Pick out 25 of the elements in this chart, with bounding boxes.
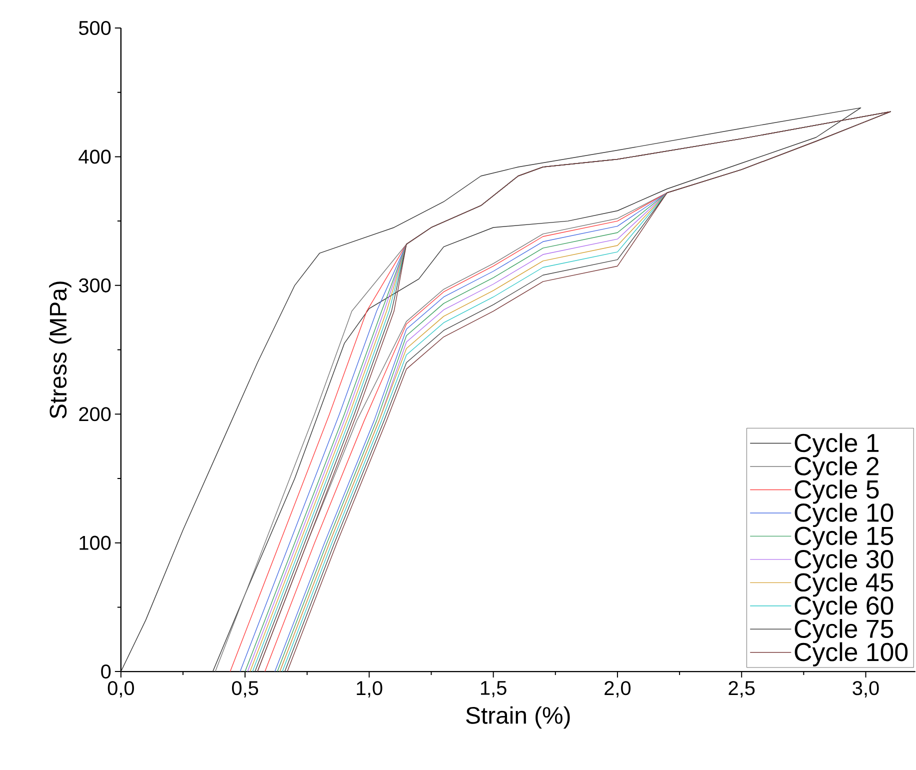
x-tick-label: 0,0 [108,680,134,698]
legend-label: Cycle 1 [794,432,879,458]
y-tick-label: 0 [101,664,111,678]
legend-label: Cycle 45 [794,572,894,596]
x-tick-label: 0,5 [232,680,258,698]
legend-label: Cycle 60 [794,596,894,620]
y-tick-label: 300 [78,278,111,292]
y-tick-label: 500 [78,20,111,35]
legend-label: Cycle 5 [794,479,879,504]
x-tick-label: 2,5 [728,680,755,698]
legend-label: Cycle 10 [794,502,894,527]
x-axis-title: Strain (%) [466,706,570,728]
x-tick-label: 3,0 [852,680,879,698]
y-tick-label: 100 [80,536,111,550]
legend-label: Cycle 75 [794,618,894,643]
y-tick-label: 400 [78,149,111,164]
x-tick-label: 1,0 [356,680,382,698]
x-tick-label: 2,0 [604,680,631,698]
legend-label: Cycle 100 [794,642,908,666]
legend-label: Cycle 30 [794,549,894,574]
x-tick-label: 1,5 [481,680,506,698]
y-axis-title: Stress (MPa) [49,281,72,418]
y-tick-label: 200 [79,406,111,421]
legend-label: Cycle 15 [794,526,894,550]
legend-label: Cycle 2 [794,456,878,480]
